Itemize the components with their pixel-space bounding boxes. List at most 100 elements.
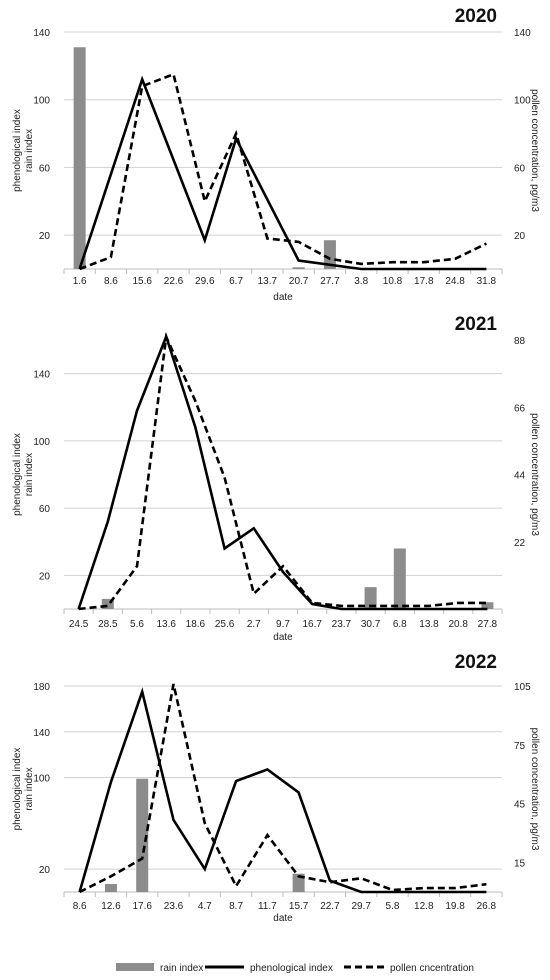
- chart-2021: 2021 20 60 100 140 22 44 66 88 24.5 28.5 5.6 13.6 18.…: [12, 314, 540, 643]
- x-tick-label: 25.6: [215, 619, 235, 630]
- y-left-tick-label: 60: [39, 163, 51, 174]
- y-right-tick-label: 100: [514, 96, 531, 107]
- phenological-index-line: [78, 687, 487, 894]
- rain-bar: [292, 267, 305, 269]
- rain-bar: [393, 548, 406, 609]
- y-right-axis-title: pollen concentration, pg/m3: [529, 413, 540, 536]
- pollen-concentration-line: [79, 683, 487, 894]
- x-axis-title: date: [273, 292, 293, 303]
- y-right-axis-title: pollen concentration, pg/m3: [529, 728, 540, 851]
- y-right-tick-label: 22: [514, 538, 526, 549]
- x-tick-label: 11.7: [258, 901, 277, 912]
- y-left-tick-label: 100: [33, 96, 50, 107]
- x-tick-label: 27.7: [320, 276, 340, 287]
- y-left-tick-label: 20: [39, 231, 51, 242]
- y-right-tick-label: 20: [514, 231, 526, 242]
- y-left-axis-title: phenological index: [12, 748, 23, 831]
- y-left-axis-title: rain index: [24, 767, 35, 810]
- x-tick-label: 3.8: [354, 276, 368, 287]
- x-tick-label: 23.7: [332, 619, 352, 630]
- legend-rain-label: rain index: [160, 963, 203, 974]
- rain-bar: [136, 778, 149, 892]
- legend-phenological-label: phenological index: [250, 963, 333, 974]
- x-tick-label: 28.5: [98, 619, 118, 630]
- rain-bar: [481, 602, 494, 609]
- x-tick-label: 27.8: [478, 619, 498, 630]
- y-right-tick-label: 45: [514, 800, 526, 811]
- x-tick-label: 19.8: [445, 901, 465, 912]
- x-tick-label: 5.6: [130, 619, 144, 630]
- x-tick-label: 31.8: [477, 276, 497, 287]
- x-tick-label: 29.7: [351, 901, 371, 912]
- x-tick-label: 6.8: [393, 619, 407, 630]
- x-tick-label: 23.6: [164, 901, 184, 912]
- y-left-tick-label: 100: [33, 437, 50, 448]
- y-left-tick-label: 140: [33, 28, 50, 39]
- x-axis-title: date: [273, 913, 293, 924]
- x-tick-label: 12.6: [101, 901, 121, 912]
- rain-bar: [101, 598, 114, 609]
- x-tick-label: 15.7: [289, 901, 309, 912]
- rain-bar: [292, 873, 305, 892]
- x-tick-label: 17.6: [132, 901, 152, 912]
- chart-title: 2020: [455, 6, 497, 27]
- y-left-axis-title: rain index: [24, 453, 35, 496]
- legend: rain index phenological index pollen cnc…: [116, 963, 474, 974]
- chart-2022: 2022 20 100 140 180 15 45 75 105 8.6 12.6 17.6 23.6 4…: [12, 652, 540, 924]
- chart-title: 2021: [455, 314, 498, 335]
- y-right-tick-label: 105: [514, 682, 531, 693]
- x-tick-label: 12.8: [414, 901, 434, 912]
- rain-bar: [73, 47, 86, 269]
- y-left-tick-label: 20: [39, 865, 51, 876]
- x-tick-label: 5.8: [386, 901, 400, 912]
- x-tick-label: 8.6: [73, 901, 87, 912]
- x-tick-label: 4.7: [198, 901, 212, 912]
- x-tick-label: 1.6: [73, 276, 87, 287]
- y-left-tick-label: 60: [39, 504, 51, 515]
- x-tick-label: 10.8: [383, 276, 403, 287]
- phenological-index-line: [78, 75, 487, 271]
- x-tick-label: 20.8: [448, 619, 468, 630]
- rain-bar: [364, 587, 377, 609]
- y-left-tick-label: 140: [33, 728, 50, 739]
- x-tick-label: 9.7: [276, 619, 290, 630]
- y-right-tick-label: 15: [514, 859, 526, 870]
- y-left-tick-label: 20: [39, 571, 51, 582]
- x-tick-label: 13.6: [156, 619, 176, 630]
- rain-bar: [323, 240, 336, 269]
- phenological-index-line: [77, 332, 488, 611]
- x-tick-label: 20.7: [289, 276, 309, 287]
- y-left-axis-title: phenological index: [12, 109, 23, 192]
- y-left-tick-label: 180: [33, 682, 50, 693]
- chart-title: 2022: [455, 652, 497, 673]
- x-tick-label: 17.8: [414, 276, 434, 287]
- y-right-tick-label: 44: [514, 471, 526, 482]
- x-tick-label: 29.6: [195, 276, 215, 287]
- x-tick-label: 24.5: [69, 619, 89, 630]
- y-right-tick-label: 88: [514, 336, 526, 347]
- pollen-concentration-line: [78, 332, 488, 611]
- y-right-axis-title: pollen concentration, pg/m3: [529, 89, 540, 212]
- x-tick-label: 15.6: [132, 276, 152, 287]
- x-tick-label: 18.6: [186, 619, 206, 630]
- x-tick-label: 24.8: [445, 276, 465, 287]
- x-tick-label: 13.8: [419, 619, 439, 630]
- rain-bar: [104, 883, 117, 892]
- x-tick-label: 8.7: [229, 901, 243, 912]
- x-tick-label: 22.7: [320, 901, 340, 912]
- legend-rain-swatch: [116, 963, 154, 971]
- x-tick-label: 16.7: [302, 619, 322, 630]
- x-tick-label: 6.7: [229, 276, 243, 287]
- y-left-axis-title: phenological index: [12, 433, 23, 516]
- x-axis-title: date: [273, 632, 293, 643]
- y-left-tick-label: 140: [33, 370, 50, 381]
- x-tick-label: 22.6: [164, 276, 184, 287]
- y-left-axis-title: rain index: [24, 129, 35, 172]
- y-right-tick-label: 66: [514, 403, 526, 414]
- y-right-tick-label: 60: [514, 163, 526, 174]
- x-tick-label: 8.6: [104, 276, 118, 287]
- y-right-tick-label: 75: [514, 741, 526, 752]
